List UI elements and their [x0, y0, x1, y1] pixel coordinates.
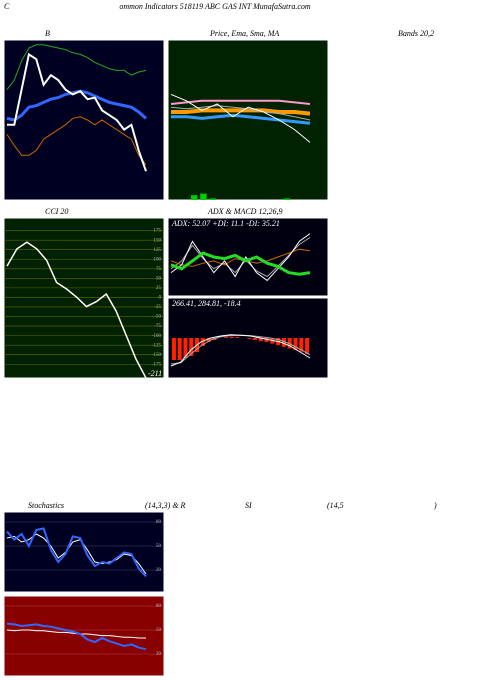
series-line [170, 105, 311, 121]
panel [3, 39, 165, 201]
y-tick-label: 50 [156, 628, 162, 633]
histogram-bar [293, 338, 298, 350]
y-tick-label: -100 [152, 334, 162, 339]
y-tick-label: -125 [152, 343, 162, 348]
histogram-bar [206, 338, 211, 342]
histogram-bar [177, 338, 182, 360]
histogram-bar [299, 338, 304, 352]
y-tick-label: 80 [156, 604, 162, 609]
series-line [6, 116, 147, 166]
series-line [6, 622, 147, 651]
histogram-bar [287, 338, 292, 349]
histogram-bar [229, 336, 234, 338]
y-tick-label: -25 [154, 305, 161, 310]
panel-title: Price, Ema, Sma, MA [209, 29, 279, 38]
y-tick-label: 75 [156, 267, 162, 272]
series-line [170, 233, 311, 282]
panel-title: Stochastics [28, 501, 64, 510]
y-tick-label: 125 [154, 248, 162, 253]
y-tick-label: -175 [152, 362, 162, 367]
histogram-bar [209, 198, 216, 200]
y-tick-label: 80 [156, 520, 162, 525]
y-tick-label: 0 [159, 296, 162, 301]
y-tick-label: 20 [156, 652, 162, 657]
panel-title: Bands 20,2 [398, 29, 434, 38]
panel-title: (14,3,3) & R [145, 501, 186, 510]
histogram-bar [171, 338, 176, 360]
watermark: MunafaSutra.com [171, 567, 359, 596]
panel [167, 39, 329, 201]
histogram-bar [258, 338, 263, 342]
series-line [6, 533, 147, 575]
y-tick-label: 20 [156, 568, 162, 573]
y-tick-label: 100 [154, 257, 162, 262]
header-title: ommon Indicators 518119 ABC GAS INT Muna… [119, 2, 311, 11]
panel-label: ADX: 52.07 +DI: 11.1 -DI: 35.21 [171, 219, 280, 228]
series-line [171, 113, 311, 125]
y-tick-label: 150 [154, 238, 162, 243]
panel-title: B [45, 29, 50, 38]
series-line [170, 334, 311, 367]
histogram-bar [189, 338, 194, 356]
series-line [6, 241, 147, 379]
series-line [170, 93, 311, 143]
y-tick-label: 25 [156, 286, 162, 291]
histogram-bar [235, 337, 240, 338]
panel-title: ADX & MACD 12,26,9 [207, 207, 282, 216]
y-tick-label: 50 [156, 276, 162, 281]
panel [3, 511, 165, 593]
histogram-bar [200, 193, 207, 200]
plots: 175 150 125 100 75 50 25 0 -25 -50 -75 -100 -125 -150… [3, 39, 329, 677]
value-label: -211 [148, 369, 162, 378]
y-tick-label: 50 [156, 544, 162, 549]
panel-title: SI [245, 501, 252, 510]
panel-title: CCI 20 [45, 207, 68, 216]
histogram-bar [200, 338, 205, 346]
histogram-bar [281, 338, 286, 347]
series-line [170, 99, 311, 105]
panel [167, 217, 329, 297]
histogram-bar [247, 338, 252, 339]
histogram-bar [190, 195, 198, 200]
header-c: C [4, 2, 10, 11]
panel-label: 266.41, 284.81, -18.4 [172, 299, 241, 308]
y-tick-label: -75 [154, 324, 161, 329]
series-line [170, 251, 311, 276]
histogram-bar [283, 198, 291, 200]
series-line [171, 108, 311, 116]
panel-title: ) [433, 501, 437, 510]
histogram-bar [252, 338, 258, 340]
y-tick-label: 175 [154, 229, 162, 234]
y-tick-label: -50 [154, 315, 161, 320]
histogram-bar [223, 337, 229, 338]
histogram-bar [264, 338, 269, 342]
series-line [6, 44, 147, 90]
series-line [7, 52, 147, 172]
panel [3, 217, 165, 379]
y-tick-label: -150 [152, 353, 162, 358]
series-line [6, 527, 147, 578]
panel-title: (14,5 [327, 501, 344, 510]
histogram-bar [305, 338, 310, 354]
histogram-bar [183, 338, 188, 358]
